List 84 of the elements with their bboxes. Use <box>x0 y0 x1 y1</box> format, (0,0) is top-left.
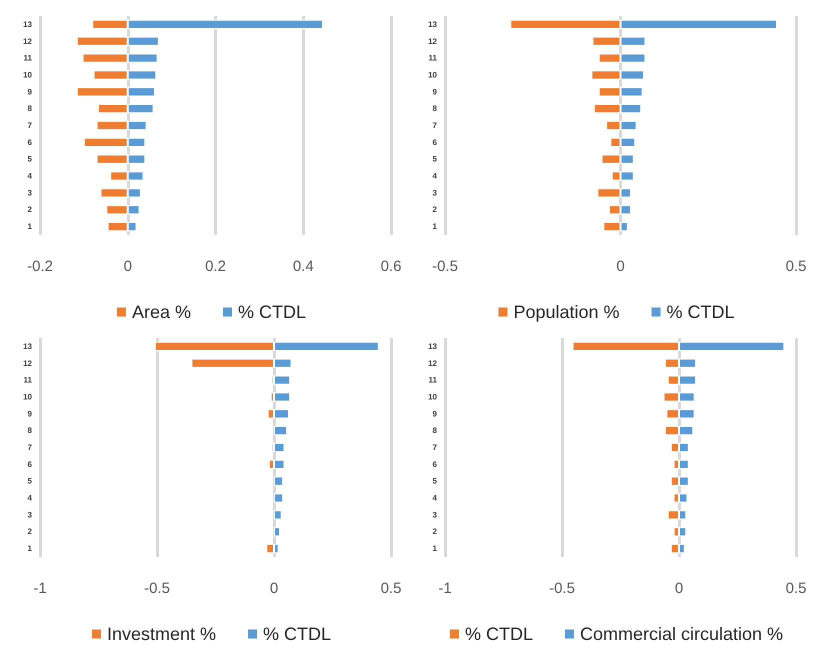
x-tick-label: 0 <box>270 580 278 597</box>
y-tick-label: 7 <box>432 443 438 452</box>
y-tick-label: 13 <box>23 20 33 29</box>
y-tick-label: 5 <box>432 154 438 164</box>
x-tick-label: -1 <box>33 580 47 597</box>
y-tick-label: 5 <box>432 476 438 486</box>
y-tick-label: 3 <box>432 188 438 198</box>
y-tick-label: 10 <box>428 392 438 402</box>
legend-label: Investment % <box>106 624 216 644</box>
y-tick-label: 11 <box>428 54 438 63</box>
y-tick-label: 10 <box>23 70 33 80</box>
y-tick-label: 11 <box>24 376 33 385</box>
x-tick-label: 0.5 <box>786 258 806 275</box>
bar <box>274 493 284 503</box>
y-tick-label: 3 <box>28 188 33 198</box>
y-tick-label: 7 <box>28 121 33 130</box>
y-tick-label: 6 <box>28 138 33 147</box>
y-tick-label: 2 <box>28 205 33 214</box>
y-tick-label: 10 <box>23 392 33 402</box>
y-tick-label: 10 <box>428 70 438 80</box>
y-tick-label: 1 <box>432 222 438 232</box>
y-tick-label: 7 <box>28 443 33 452</box>
y-tick-label: 1 <box>432 544 438 554</box>
y-tick-label: 4 <box>432 494 438 503</box>
y-tick-label: 8 <box>432 104 438 114</box>
legend-label: Area % <box>132 302 192 322</box>
y-tick-label: 4 <box>28 172 33 181</box>
y-tick-label: 12 <box>23 358 33 368</box>
bar <box>274 527 280 536</box>
y-tick-label: 1 <box>28 544 33 554</box>
bar <box>274 426 288 436</box>
y-tick-label: 8 <box>28 104 33 114</box>
y-tick-label: 2 <box>432 527 438 536</box>
y-tick-label: 5 <box>28 154 33 164</box>
x-tick-label: 0.4 <box>292 258 314 275</box>
x-tick-label: 0.2 <box>205 258 226 275</box>
legend-label: Population % <box>513 302 620 322</box>
bar <box>274 510 282 520</box>
bar <box>274 392 290 402</box>
x-tick-label: -0.2 <box>27 258 53 275</box>
legend-label: % CTDL <box>238 302 306 322</box>
y-tick-label: 13 <box>428 342 438 351</box>
y-tick-label: 2 <box>28 527 33 536</box>
y-tick-label: 2 <box>432 205 438 214</box>
legend-label: % CTDL <box>464 624 533 644</box>
legend-label: % CTDL <box>666 302 735 322</box>
y-tick-label: 3 <box>28 510 33 520</box>
y-tick-label: 13 <box>23 342 33 351</box>
y-tick-label: 11 <box>24 54 33 63</box>
y-tick-label: 8 <box>432 426 438 436</box>
y-tick-label: 3 <box>432 510 438 520</box>
y-tick-label: 12 <box>428 358 438 368</box>
x-tick-label: 0 <box>124 258 132 275</box>
legend-label: % CTDL <box>263 624 332 644</box>
bar <box>274 442 285 452</box>
legend-label: Commercial circulation % <box>580 624 784 644</box>
bar <box>274 375 290 385</box>
y-tick-label: 6 <box>28 460 33 469</box>
x-tick-label: -1 <box>438 580 452 597</box>
x-tick-label: -0.5 <box>549 580 575 597</box>
x-tick-label: 0.5 <box>786 580 806 597</box>
y-tick-label: 9 <box>28 87 33 96</box>
y-tick-label: 4 <box>432 172 438 181</box>
y-tick-label: 9 <box>432 409 438 418</box>
y-tick-label: 6 <box>432 138 438 147</box>
x-tick-label: -0.5 <box>144 580 170 597</box>
y-tick-label: 9 <box>432 87 438 96</box>
y-tick-label: 11 <box>428 376 438 385</box>
y-tick-label: 8 <box>28 426 33 436</box>
bar <box>274 476 284 486</box>
y-tick-label: 12 <box>23 36 33 46</box>
x-tick-label: 0.6 <box>380 258 402 275</box>
x-tick-label: 0 <box>616 258 625 275</box>
x-tick-label: -0.5 <box>432 258 458 275</box>
y-tick-label: 5 <box>28 476 33 486</box>
y-tick-label: 12 <box>428 36 438 46</box>
x-tick-label: 0 <box>674 580 684 597</box>
y-tick-label: 1 <box>28 222 33 232</box>
y-tick-label: 6 <box>432 460 438 469</box>
y-tick-label: 7 <box>432 121 438 130</box>
y-tick-label: 9 <box>28 409 33 418</box>
y-tick-label: 13 <box>428 20 438 29</box>
x-tick-label: 0.5 <box>380 580 402 597</box>
y-tick-label: 4 <box>28 494 33 503</box>
